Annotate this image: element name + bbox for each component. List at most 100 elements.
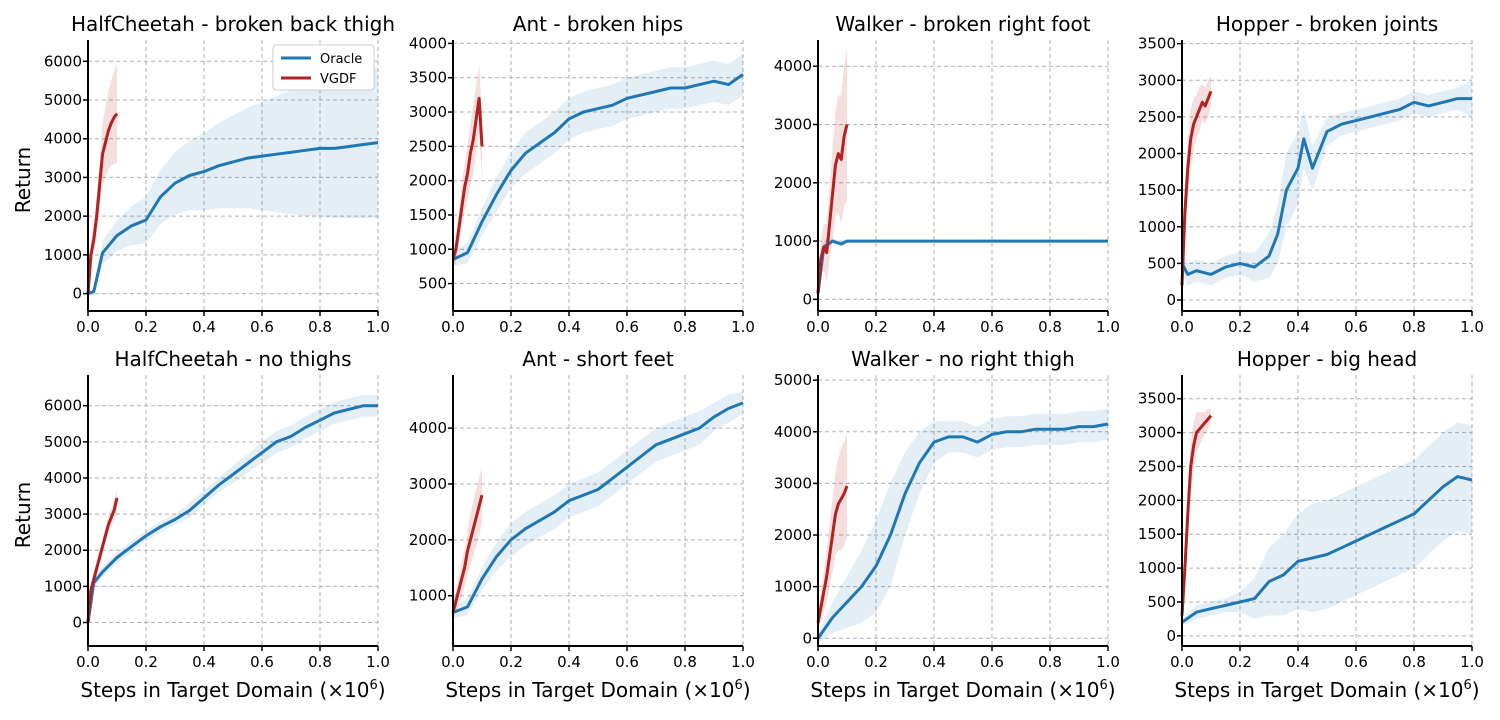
band-vgdf [818, 48, 847, 300]
y-tick-label: 0 [802, 629, 812, 647]
band-oracle [88, 394, 378, 627]
x-tick-label: 0.6 [250, 653, 274, 671]
series-line-vgdf [1180, 414, 1213, 616]
y-tick-label: 1500 [1138, 525, 1176, 543]
y-tick-label: 5000 [774, 371, 812, 389]
x-tick-label: 0.6 [980, 653, 1004, 671]
x-tick-label: 0.0 [441, 653, 465, 671]
x-tick-label: 1.0 [731, 653, 755, 671]
x-tick-label: 1.0 [1096, 653, 1120, 671]
y-tick-label: 3000 [774, 116, 812, 134]
y-tick-label: 1000 [1138, 559, 1176, 577]
y-tick-label: 6000 [44, 397, 82, 415]
series-line-vgdf [816, 124, 849, 294]
y-tick-label: 3000 [44, 505, 82, 523]
xlabel-2: Steps in Target Domain (×106) [445, 678, 750, 702]
y-tick-label: 1000 [774, 232, 812, 250]
y-tick-label: 2000 [1138, 145, 1176, 163]
subplot-title: Walker - no right thigh [851, 347, 1075, 371]
y-tick-label: 5000 [44, 433, 82, 451]
x-tick-label: 0.2 [134, 318, 158, 336]
x-tick-label: 0.2 [1228, 653, 1252, 671]
xlabel-4: Steps in Target Domain (×106) [1174, 678, 1479, 702]
y-tick-label: 0 [72, 614, 82, 632]
y-tick-label: 0 [1166, 627, 1176, 645]
y-tick-label: 1000 [409, 587, 447, 605]
band-oracle [1182, 80, 1472, 286]
subplot-title: HalfCheetah - broken back thigh [71, 12, 395, 36]
y-tick-label: 0 [72, 285, 82, 303]
band-oracle [818, 408, 1108, 644]
y-tick-label: 3000 [44, 168, 82, 186]
subplot-title: Walker - broken right foot [835, 12, 1090, 36]
x-tick-label: 1.0 [366, 653, 390, 671]
series-line-oracle [816, 239, 1108, 294]
y-tick-label: 1000 [409, 240, 447, 258]
x-tick-label: 0.8 [1402, 318, 1426, 336]
subplot-8: 0.0 0.2 0.4 0.6 0.8 1.0 0 500 1000 1500 2000 2500 30… [1138, 347, 1484, 671]
y-tick-label: 4000 [44, 130, 82, 148]
x-tick-label: 0.0 [806, 653, 830, 671]
x-tick-label: 0.4 [557, 318, 581, 336]
subplot-title: Hopper - broken joints [1216, 12, 1438, 36]
x-tick-label: 0.2 [499, 318, 523, 336]
legend-label-oracle: Oracle [320, 52, 362, 67]
x-tick-label: 0.8 [673, 318, 697, 336]
x-tick-label: 0.8 [1038, 318, 1062, 336]
x-tick-label: 0.0 [76, 653, 100, 671]
y-tick-label: 4000 [774, 57, 812, 75]
subplot-7: 0.0 0.2 0.4 0.6 0.8 1.0 0 1000 2000 3000 4000 5000 W… [774, 347, 1120, 671]
x-tick-label: 1.0 [1460, 653, 1484, 671]
series-line-oracle [452, 73, 744, 261]
y-tick-label: 4000 [409, 419, 447, 437]
x-tick-label: 0.2 [499, 653, 523, 671]
series-line-oracle [816, 422, 1109, 640]
legend-label-vgdf: VGDF [320, 72, 356, 87]
y-tick-label: 2500 [1138, 457, 1176, 475]
subplot-3: 0.0 0.2 0.4 0.6 0.8 1.0 0 1000 2000 3000 4000 Walke… [774, 12, 1120, 336]
band-oracle [818, 238, 1108, 297]
subplot-title: HalfCheetah - no thighs [115, 347, 352, 371]
xlabel-1: Steps in Target Domain (×106) [80, 678, 385, 702]
x-tick-label: 0.2 [864, 653, 888, 671]
x-tick-label: 0.0 [806, 318, 830, 336]
y-tick-label: 1000 [1138, 218, 1176, 236]
y-tick-label: 6000 [44, 52, 82, 70]
y-tick-label: 500 [1147, 593, 1176, 611]
y-tick-label: 2000 [1138, 491, 1176, 509]
y-tick-label: 3500 [409, 69, 447, 87]
x-tick-label: 0.4 [1286, 318, 1310, 336]
y-tick-label: 1000 [44, 577, 82, 595]
xlabel-3: Steps in Target Domain (×106) [810, 678, 1115, 702]
x-tick-label: 1.0 [1096, 318, 1120, 336]
y-tick-label: 2000 [44, 541, 82, 559]
y-tick-label: 3000 [409, 475, 447, 493]
y-tick-label: 1000 [44, 246, 82, 264]
series-line-vgdf [86, 497, 119, 623]
x-tick-label: 0.8 [308, 318, 332, 336]
y-tick-label: 2500 [409, 137, 447, 155]
x-tick-label: 0.8 [1402, 653, 1426, 671]
x-tick-label: 0.8 [308, 653, 332, 671]
x-tick-label: 0.2 [134, 653, 158, 671]
x-tick-label: 0.0 [1170, 653, 1194, 671]
y-tick-label: 2000 [774, 526, 812, 544]
y-tick-label: 3000 [1138, 424, 1176, 442]
band-oracle [453, 391, 743, 619]
series-line-vgdf [451, 494, 484, 613]
y-tick-label: 3000 [409, 103, 447, 121]
x-tick-label: 0.6 [615, 653, 639, 671]
series-line-vgdf [451, 96, 484, 260]
series-line-vgdf [86, 112, 119, 294]
series-line-oracle [87, 141, 379, 296]
y-tick-label: 1500 [1138, 181, 1176, 199]
band-vgdf [1182, 76, 1211, 293]
subplot-1: 0.0 0.2 0.4 0.6 0.8 1.0 0 1000 2000 3000 4000 5000 6… [44, 12, 395, 336]
y-tick-label: 4000 [774, 423, 812, 441]
y-tick-label: 5000 [44, 91, 82, 109]
band-oracle [88, 67, 378, 296]
x-tick-label: 0.0 [441, 318, 465, 336]
subplot-title: Ant - broken hips [513, 12, 683, 36]
x-tick-label: 1.0 [366, 318, 390, 336]
